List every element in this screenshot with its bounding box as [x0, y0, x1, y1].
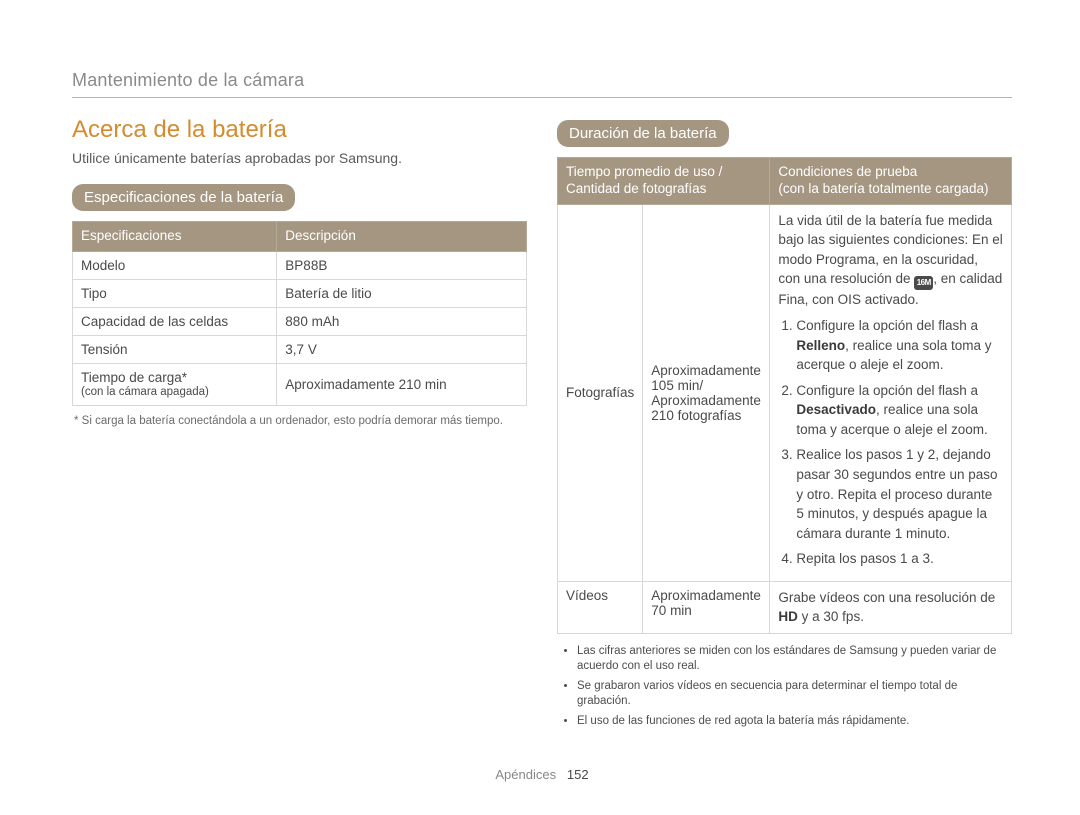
duration-badge: Duración de la batería: [557, 120, 729, 147]
step1-pre: Configure la opción del flash a: [796, 318, 978, 333]
table-row: Tensión 3,7 V: [73, 335, 527, 363]
right-column: Duración de la batería Tiempo promedio d…: [557, 116, 1012, 741]
chapter-title: Mantenimiento de la cámara: [72, 70, 1012, 91]
spec-value: Batería de litio: [277, 279, 527, 307]
step2-pre: Configure la opción del flash a: [796, 383, 978, 398]
bullet-item: Las cifras anteriores se miden con los e…: [577, 644, 1012, 675]
top-rule: [72, 97, 1012, 98]
bullet-item: Se grabaron varios vídeos en secuencia p…: [577, 679, 1012, 710]
intro-text: Utilice únicamente baterías aprobadas po…: [72, 150, 527, 166]
photos-conditions: La vida útil de la batería fue medida ba…: [770, 204, 1012, 581]
vid-cond-pre: Grabe vídeos con una resolución de: [778, 590, 995, 605]
dur-header-col1-line2: Cantidad de fotografías: [566, 181, 706, 196]
resolution-icon: 16M: [914, 276, 933, 290]
photos-label: Fotografías: [558, 204, 643, 581]
section-title: Acerca de la batería: [72, 116, 527, 144]
vid-cond-post: y a 30 fps.: [798, 609, 864, 624]
table-header-row: Tiempo promedio de uso / Cantidad de fot…: [558, 158, 1012, 205]
table-header-row: Especificaciones Descripción: [73, 222, 527, 252]
spec-label: Tensión: [73, 335, 277, 363]
table-row: Capacidad de las celdas 880 mAh: [73, 307, 527, 335]
spec-badge: Especificaciones de la batería: [72, 184, 295, 211]
spec-value: BP88B: [277, 251, 527, 279]
spec-label: Tiempo de carga* (con la cámara apagada): [73, 363, 277, 405]
step-item: Configure la opción del flash a Desactiv…: [796, 381, 1003, 440]
footer-page-number: 152: [567, 767, 589, 782]
spec-value: Aproximadamente 210 min: [277, 363, 527, 405]
duration-bullets: Las cifras anteriores se miden con los e…: [557, 644, 1012, 730]
page-root: Mantenimiento de la cámara Acerca de la …: [0, 0, 1080, 812]
spec-value: 880 mAh: [277, 307, 527, 335]
videos-time: Aproximadamente 70 min: [643, 581, 770, 633]
table-row: Tiempo de carga* (con la cámara apagada)…: [73, 363, 527, 405]
step-item: Repita los pasos 1 a 3.: [796, 549, 1003, 569]
step1-bold: Relleno: [796, 338, 845, 353]
table-row: Modelo BP88B: [73, 251, 527, 279]
dur-header-col2-line1: Condiciones de prueba: [778, 164, 917, 179]
page-footer: Apéndices 152: [72, 767, 1012, 782]
videos-label: Vídeos: [558, 581, 643, 633]
videos-conditions: Grabe vídeos con una resolución de HD y …: [770, 581, 1012, 633]
spec-label: Modelo: [73, 251, 277, 279]
dur-header-col1-line1: Tiempo promedio de uso /: [566, 164, 722, 179]
dur-header-col1: Tiempo promedio de uso / Cantidad de fot…: [558, 158, 770, 205]
spec-footnote: * Si carga la batería conectándola a un …: [72, 414, 527, 430]
spec-label: Capacidad de las celdas: [73, 307, 277, 335]
spec-header-col1: Especificaciones: [73, 222, 277, 252]
duration-table: Tiempo promedio de uso / Cantidad de fot…: [557, 157, 1012, 634]
spec-label-text: Tiempo de carga*: [81, 370, 187, 385]
step2-bold: Desactivado: [796, 402, 876, 417]
spec-label: Tipo: [73, 279, 277, 307]
two-column-layout: Acerca de la batería Utilice únicamente …: [72, 116, 1012, 741]
footer-section: Apéndices: [495, 767, 556, 782]
step-item: Configure la opción del flash a Relleno,…: [796, 316, 1003, 375]
spec-table: Especificaciones Descripción Modelo BP88…: [72, 221, 527, 406]
table-row: Tipo Batería de litio: [73, 279, 527, 307]
spec-value: 3,7 V: [277, 335, 527, 363]
table-row: Fotografías Aproximadamente 105 min/ Apr…: [558, 204, 1012, 581]
photos-time: Aproximadamente 105 min/ Aproximadamente…: [643, 204, 770, 581]
dur-header-col2: Condiciones de prueba (con la batería to…: [770, 158, 1012, 205]
steps-list: Configure la opción del flash a Relleno,…: [778, 316, 1003, 569]
step-item: Realice los pasos 1 y 2, dejando pasar 3…: [796, 445, 1003, 543]
table-row: Vídeos Aproximadamente 70 min Grabe víde…: [558, 581, 1012, 633]
dur-header-col2-line2: (con la batería totalmente cargada): [778, 181, 988, 196]
spec-header-col2: Descripción: [277, 222, 527, 252]
bullet-item: El uso de las funciones de red agota la …: [577, 714, 1012, 730]
spec-label-sub: (con la cámara apagada): [81, 385, 268, 399]
vid-cond-bold: HD: [778, 609, 798, 624]
left-column: Acerca de la batería Utilice únicamente …: [72, 116, 527, 741]
